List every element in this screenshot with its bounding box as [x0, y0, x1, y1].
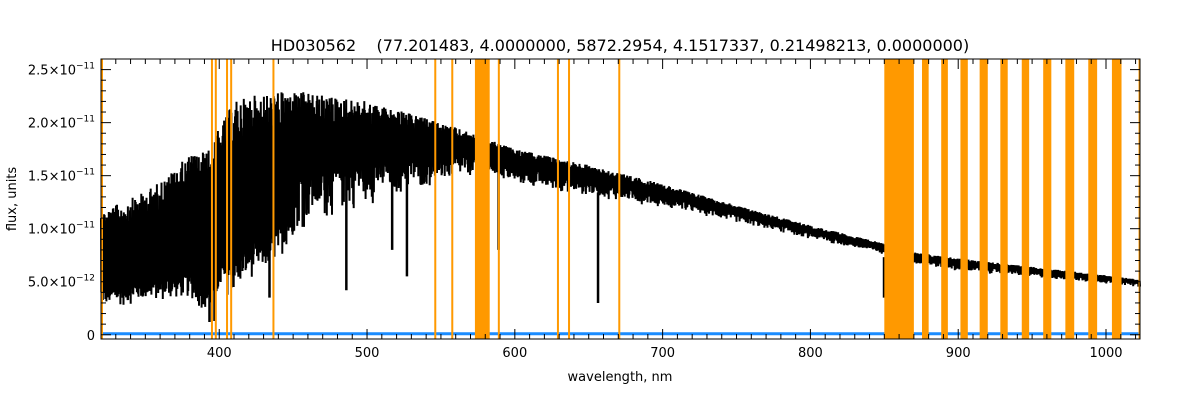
y-tick-mantissa: 1.5×10	[28, 170, 76, 185]
y-tick-mantissa: 5.0×10	[28, 276, 76, 291]
x-tick-label: 700	[650, 346, 675, 361]
y-tick-exponent: −11	[76, 168, 95, 178]
masked-band	[960, 59, 968, 339]
y-tick-label: 2.0×10−11	[28, 115, 95, 132]
y-tick-mantissa: 2.0×10	[28, 117, 76, 132]
masked-band	[979, 59, 988, 339]
y-tick-label: 5.0×10−12	[28, 274, 95, 291]
masked-band	[618, 59, 621, 339]
masked-band	[230, 59, 233, 339]
y-tick-exponent: −11	[76, 115, 95, 125]
y-tick-label: 1.5×10−11	[28, 168, 95, 185]
y-tick-label: 2.5×10−11	[28, 62, 95, 79]
masked-band	[272, 59, 275, 339]
x-tick-label: 1000	[1089, 346, 1122, 361]
y-tick-mantissa: 2.5×10	[28, 64, 76, 79]
masked-band	[941, 59, 948, 339]
masked-band	[497, 59, 500, 339]
y-tick-label: 1.0×10−11	[28, 221, 95, 238]
masked-band	[1111, 59, 1122, 339]
masked-band	[474, 59, 490, 339]
y-tick-mantissa: 1.0×10	[28, 223, 76, 238]
x-tick-label: 900	[946, 346, 971, 361]
masked-band	[1043, 59, 1052, 339]
chart-title: HD030562 (77.201483, 4.0000000, 5872.295…	[271, 36, 969, 55]
masked-band	[884, 59, 914, 339]
y-tick-label: 0	[87, 329, 95, 344]
x-tick-label: 600	[502, 346, 527, 361]
y-tick-exponent: −11	[76, 62, 95, 72]
masked-band	[226, 59, 229, 339]
masked-band	[101, 59, 103, 339]
masked-band	[1088, 59, 1098, 339]
plot-frame	[100, 58, 1141, 340]
plot-area	[100, 59, 1141, 339]
masked-band	[556, 59, 559, 339]
y-tick-exponent: −12	[76, 274, 95, 284]
x-tick-label: 800	[798, 346, 823, 361]
masked-band	[434, 59, 437, 339]
y-axis: 05.0×10−121.0×10−111.5×10−112.0×10−112.5…	[28, 62, 1140, 344]
masked-band	[451, 59, 454, 339]
x-tick-label: 500	[355, 346, 380, 361]
masked-band	[210, 59, 213, 339]
y-tick-exponent: −11	[76, 221, 95, 231]
masked-regions	[101, 59, 1141, 339]
masked-band	[1021, 59, 1030, 339]
y-axis-label: flux, units	[5, 167, 20, 232]
y-tick-mantissa: 0	[87, 329, 95, 344]
masked-band	[1000, 59, 1008, 339]
masked-band	[214, 59, 217, 339]
x-axis: 400 500 600 700 800 900 1000	[115, 59, 1137, 361]
masked-band	[922, 59, 929, 339]
x-axis-label: wavelength, nm	[568, 370, 673, 385]
x-tick-label: 400	[207, 346, 232, 361]
masked-band	[1065, 59, 1075, 339]
masked-band	[568, 59, 571, 339]
